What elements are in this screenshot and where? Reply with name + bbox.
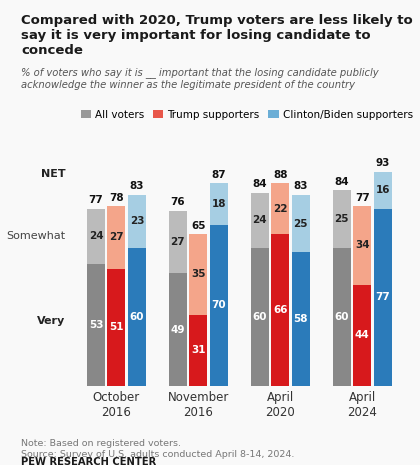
Bar [292, 252, 310, 386]
Bar [251, 248, 269, 386]
Text: 51: 51 [109, 322, 124, 332]
Bar [108, 268, 126, 386]
Bar [353, 285, 371, 386]
Text: Somewhat: Somewhat [7, 231, 66, 241]
Legend: All voters, Trump supporters, Clinton/Biden supporters: All voters, Trump supporters, Clinton/Bi… [76, 106, 417, 124]
Text: 34: 34 [355, 240, 370, 251]
Bar [189, 314, 207, 386]
Bar [333, 190, 351, 248]
Text: 88: 88 [273, 170, 288, 180]
Bar [210, 183, 228, 225]
Bar [189, 234, 207, 314]
Text: 77: 77 [355, 193, 370, 203]
Text: 24: 24 [252, 215, 267, 225]
Text: 60: 60 [130, 312, 144, 322]
Text: 23: 23 [130, 216, 144, 226]
Text: 25: 25 [335, 214, 349, 224]
Text: 87: 87 [212, 170, 226, 180]
Bar [374, 209, 392, 386]
Text: 27: 27 [109, 232, 124, 242]
Bar [292, 195, 310, 252]
Bar [271, 234, 289, 386]
Bar [333, 248, 351, 386]
Bar [108, 206, 126, 268]
Text: 35: 35 [191, 269, 206, 279]
Bar [169, 211, 187, 273]
Text: 18: 18 [212, 199, 226, 209]
Text: 65: 65 [191, 220, 206, 231]
Text: 93: 93 [375, 158, 390, 168]
Text: 27: 27 [171, 237, 185, 247]
Text: 53: 53 [89, 320, 103, 330]
Text: 49: 49 [171, 325, 185, 334]
Text: 78: 78 [109, 193, 124, 203]
Text: 60: 60 [335, 312, 349, 322]
Text: % of voters who say it is __ important that the losing candidate publicly
acknow: % of voters who say it is __ important t… [21, 67, 378, 90]
Text: 58: 58 [294, 314, 308, 324]
Text: 83: 83 [130, 181, 144, 192]
Text: 31: 31 [191, 345, 206, 355]
Text: 25: 25 [294, 219, 308, 229]
Text: NET: NET [41, 169, 66, 179]
Bar [87, 264, 105, 386]
Text: 66: 66 [273, 305, 288, 315]
Bar [374, 172, 392, 209]
Text: Compared with 2020, Trump voters are less likely to
say it is very important for: Compared with 2020, Trump voters are les… [21, 14, 413, 57]
Text: 22: 22 [273, 204, 288, 213]
Bar [353, 206, 371, 285]
Bar [210, 225, 228, 386]
Text: Very: Very [37, 317, 66, 326]
Text: 24: 24 [89, 231, 103, 241]
Text: 76: 76 [171, 198, 185, 207]
Text: 70: 70 [212, 300, 226, 310]
Text: 16: 16 [375, 185, 390, 195]
Bar [271, 183, 289, 234]
Bar [128, 195, 146, 248]
Text: 77: 77 [89, 195, 103, 205]
Bar [251, 193, 269, 248]
Text: 77: 77 [375, 292, 390, 302]
Text: 44: 44 [355, 330, 370, 340]
Text: Note: Based on registered voters.
Source: Survey of U.S. adults conducted April : Note: Based on registered voters. Source… [21, 439, 294, 459]
Text: PEW RESEARCH CENTER: PEW RESEARCH CENTER [21, 457, 156, 465]
Text: 84: 84 [334, 177, 349, 187]
Text: 60: 60 [253, 312, 267, 322]
Bar [87, 209, 105, 264]
Bar [128, 248, 146, 386]
Text: 83: 83 [294, 181, 308, 192]
Bar [169, 273, 187, 386]
Text: 84: 84 [252, 179, 267, 189]
